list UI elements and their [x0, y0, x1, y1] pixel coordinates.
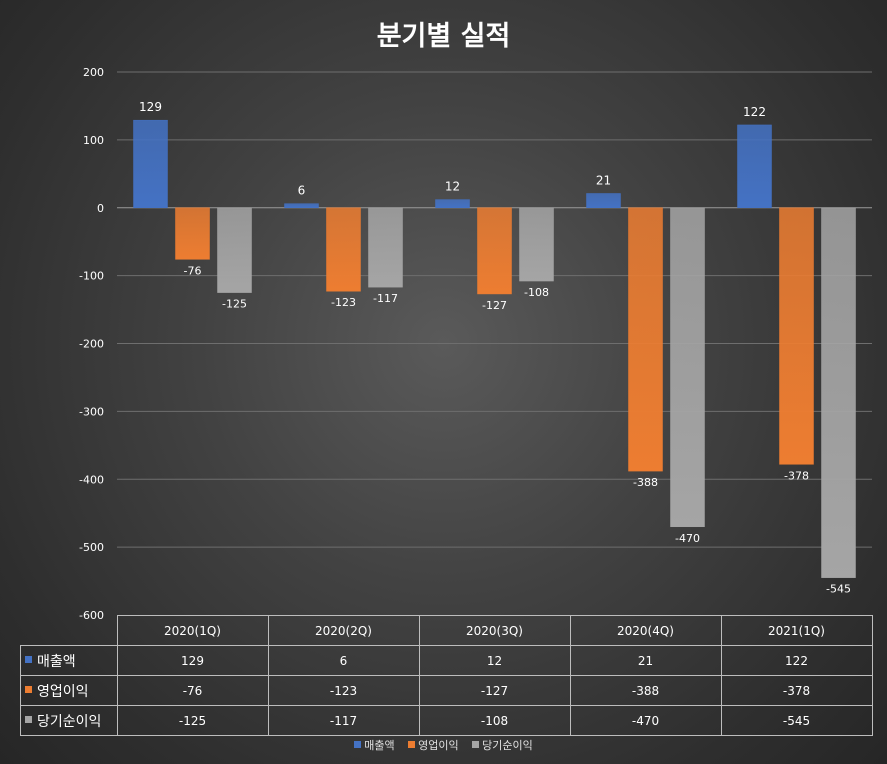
series-key-swatch — [25, 655, 32, 663]
series-name: 매출액 — [37, 653, 76, 670]
data-table-cell: -125 — [116, 705, 269, 736]
data-table-row: 매출액 129 6 12 21 122 — [20, 645, 873, 676]
data-table-header: 2020(4Q) — [569, 615, 722, 646]
y-tick-label: 0 — [97, 202, 104, 215]
legend-item: 영업이익 — [408, 737, 459, 753]
data-labels: 129 6 12 21 122 -76 -123 -127 -388 -378 -125 -117 -1… — [139, 100, 851, 595]
bar — [133, 119, 168, 208]
data-table-cell: 12 — [418, 645, 571, 676]
bar — [175, 207, 210, 260]
bar — [628, 207, 663, 472]
data-label: -108 — [524, 286, 549, 299]
bar — [586, 193, 621, 208]
data-label: -125 — [222, 298, 247, 311]
bar — [435, 199, 470, 208]
data-label: 122 — [743, 105, 766, 119]
data-table-cell: -378 — [720, 675, 873, 706]
data-table-header: 2020(1Q) — [116, 615, 269, 646]
legend-item: 매출액 — [354, 737, 395, 753]
y-tick-label: -500 — [79, 541, 104, 554]
data-table-row: 영업이익 -76 -123 -127 -388 -378 — [20, 675, 873, 706]
y-tick-label: -300 — [79, 405, 104, 418]
series-key-swatch — [25, 715, 32, 723]
bars — [133, 119, 856, 578]
y-tick-label: -100 — [79, 270, 104, 283]
data-label: 12 — [445, 180, 460, 194]
data-label: -127 — [482, 299, 507, 312]
legend-item: 당기순이익 — [472, 737, 533, 753]
legend: 매출액 영업이익 당기순이익 — [0, 737, 887, 753]
bar — [779, 207, 814, 465]
bar — [737, 124, 772, 208]
y-tick-label: 200 — [83, 66, 104, 79]
data-label: -545 — [826, 583, 851, 596]
bar — [326, 207, 361, 292]
data-table-row-label: 당기순이익 — [20, 705, 118, 736]
legend-swatch — [354, 741, 362, 748]
series-name: 당기순이익 — [37, 713, 102, 730]
data-label: -117 — [373, 292, 398, 305]
data-table-header: 2020(2Q) — [267, 615, 420, 646]
data-table-header: 2020(3Q) — [418, 615, 571, 646]
bar — [670, 207, 705, 528]
data-table-cell: -123 — [267, 675, 420, 706]
data-table-cell: -388 — [569, 675, 722, 706]
bar — [477, 207, 512, 295]
legend-swatch — [472, 741, 480, 748]
data-label: -76 — [184, 264, 202, 277]
data-label: 21 — [596, 173, 611, 187]
y-tick-label: -400 — [79, 473, 104, 486]
data-table-cell: 6 — [267, 645, 420, 676]
data-table-header-row: 2020(1Q) 2020(2Q) 2020(3Q) 2020(4Q) 2021… — [20, 615, 873, 646]
data-label: -470 — [675, 532, 700, 545]
data-table-row: 당기순이익 -125 -117 -108 -470 -545 — [20, 705, 873, 736]
data-label: -123 — [331, 296, 356, 309]
data-table-cell: -76 — [116, 675, 269, 706]
data-table-row-label: 매출액 — [20, 645, 118, 676]
bar — [821, 207, 856, 578]
series-key-swatch — [25, 685, 32, 693]
chart-title: 분기별 실적 — [376, 21, 511, 52]
legend-label: 매출액 — [364, 739, 395, 752]
data-label: -388 — [633, 476, 658, 489]
data-table-cell: -127 — [418, 675, 571, 706]
legend-swatch — [408, 741, 416, 748]
data-table-cell: -108 — [418, 705, 571, 736]
bar — [284, 203, 319, 209]
bar — [217, 207, 252, 293]
data-label: 6 — [298, 184, 306, 198]
data-table-cell: 122 — [720, 645, 873, 676]
bar — [519, 207, 554, 282]
data-table-cell: -470 — [569, 705, 722, 736]
data-table: 2020(1Q) 2020(2Q) 2020(3Q) 2020(4Q) 2021… — [20, 615, 873, 736]
legend-label: 당기순이익 — [482, 739, 533, 752]
data-label: -378 — [784, 469, 809, 482]
data-table-header: 2021(1Q) — [720, 615, 873, 646]
legend-label: 영업이익 — [418, 739, 459, 752]
bar — [368, 207, 403, 288]
data-table-row-label: 영업이익 — [20, 675, 118, 706]
data-table-cell: 21 — [569, 645, 722, 676]
data-label: 129 — [139, 100, 162, 114]
y-tick-label: -200 — [79, 338, 104, 351]
data-table-cell: 129 — [116, 645, 269, 676]
data-table-corner — [20, 615, 118, 646]
y-tick-label: 100 — [83, 134, 104, 147]
data-table-cell: -545 — [720, 705, 873, 736]
data-table-cell: -117 — [267, 705, 420, 736]
series-name: 영업이익 — [37, 683, 89, 700]
